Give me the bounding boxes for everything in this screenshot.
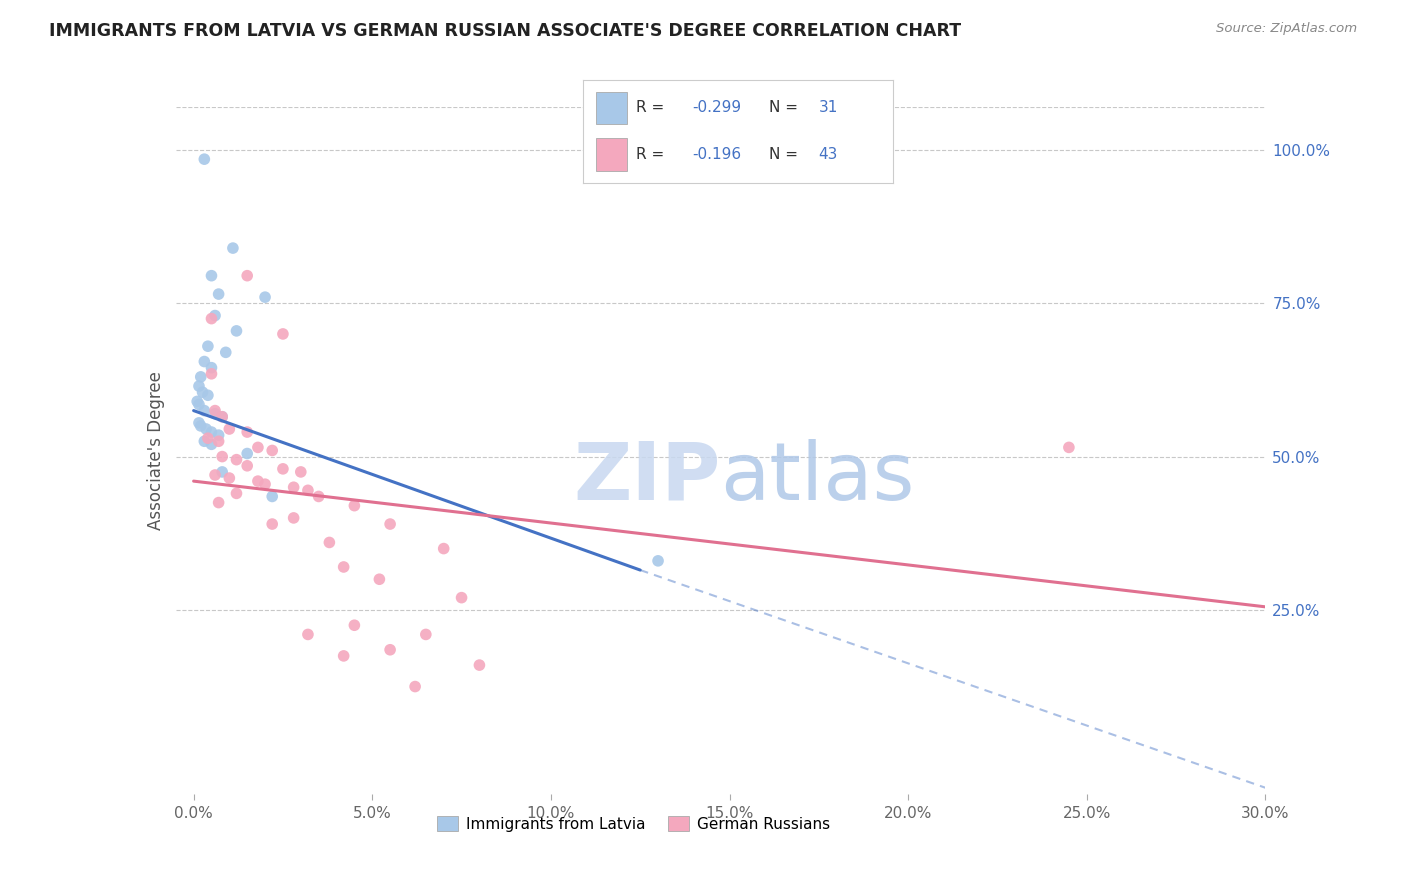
Point <box>236 458 259 473</box>
Point <box>215 345 238 359</box>
Point <box>332 560 354 574</box>
Point <box>197 339 219 353</box>
Point <box>262 516 284 531</box>
Bar <box>596 92 627 124</box>
Point <box>308 490 330 504</box>
Point <box>236 268 259 283</box>
Point <box>378 516 401 531</box>
Point <box>200 437 222 451</box>
Point <box>204 309 226 323</box>
Point <box>207 434 229 449</box>
Text: IMMIGRANTS FROM LATVIA VS GERMAN RUSSIAN ASSOCIATE'S DEGREE CORRELATION CHART: IMMIGRANTS FROM LATVIA VS GERMAN RUSSIAN… <box>49 22 962 40</box>
Point <box>468 658 491 673</box>
Point <box>246 474 269 488</box>
Point <box>343 499 366 513</box>
Point <box>433 541 456 556</box>
Text: ZIP: ZIP <box>574 439 721 517</box>
Point <box>200 367 222 381</box>
Point <box>1057 441 1080 455</box>
Point <box>188 379 211 393</box>
Point <box>283 511 305 525</box>
Text: N =: N = <box>769 146 803 161</box>
Y-axis label: Associate's Degree: Associate's Degree <box>146 371 165 530</box>
Point <box>211 450 233 464</box>
Point <box>225 324 247 338</box>
Text: atlas: atlas <box>721 439 915 517</box>
Point <box>204 467 226 482</box>
Point <box>193 152 215 166</box>
Point <box>404 680 426 694</box>
Point <box>647 554 669 568</box>
Point <box>207 428 229 442</box>
Point <box>200 360 222 375</box>
Text: -0.196: -0.196 <box>692 146 741 161</box>
Text: R =: R = <box>636 101 669 115</box>
Text: Source: ZipAtlas.com: Source: ZipAtlas.com <box>1216 22 1357 36</box>
Point <box>218 471 240 485</box>
Text: N =: N = <box>769 101 803 115</box>
Point <box>415 627 437 641</box>
Point <box>188 397 211 411</box>
Point <box>283 480 305 494</box>
Point <box>236 425 259 439</box>
Bar <box>596 137 627 170</box>
Point <box>225 452 247 467</box>
Point <box>211 409 233 424</box>
Point <box>236 446 259 460</box>
Point <box>271 462 294 476</box>
Point <box>254 477 277 491</box>
Point <box>297 483 319 498</box>
Point <box>197 388 219 402</box>
Text: R =: R = <box>636 146 669 161</box>
Point <box>378 642 401 657</box>
Point <box>246 441 269 455</box>
Legend: Immigrants from Latvia, German Russians: Immigrants from Latvia, German Russians <box>430 810 837 838</box>
Point <box>262 490 284 504</box>
Point <box>254 290 277 304</box>
Point <box>188 416 211 430</box>
Point <box>218 422 240 436</box>
Point <box>193 403 215 417</box>
Point <box>271 326 294 341</box>
Point <box>290 465 312 479</box>
Point <box>207 495 229 509</box>
Point <box>225 486 247 500</box>
Text: 31: 31 <box>818 101 838 115</box>
Point <box>200 311 222 326</box>
Point <box>191 385 214 400</box>
Text: 43: 43 <box>818 146 838 161</box>
Point <box>190 418 212 433</box>
Point <box>262 443 284 458</box>
Point <box>207 287 229 301</box>
Point <box>197 431 219 445</box>
Point <box>211 465 233 479</box>
Point <box>195 422 218 436</box>
Point <box>190 369 212 384</box>
Point <box>193 434 215 449</box>
Point <box>368 572 391 586</box>
Point <box>200 268 222 283</box>
Point <box>200 425 222 439</box>
Point <box>204 403 226 417</box>
Point <box>332 648 354 663</box>
Point <box>193 354 215 368</box>
Point <box>297 627 319 641</box>
Point <box>204 407 226 421</box>
Point <box>343 618 366 632</box>
Point <box>318 535 340 549</box>
Point <box>450 591 472 605</box>
Point <box>186 394 208 409</box>
Text: -0.299: -0.299 <box>692 101 741 115</box>
Point <box>222 241 245 255</box>
Point <box>211 409 233 424</box>
